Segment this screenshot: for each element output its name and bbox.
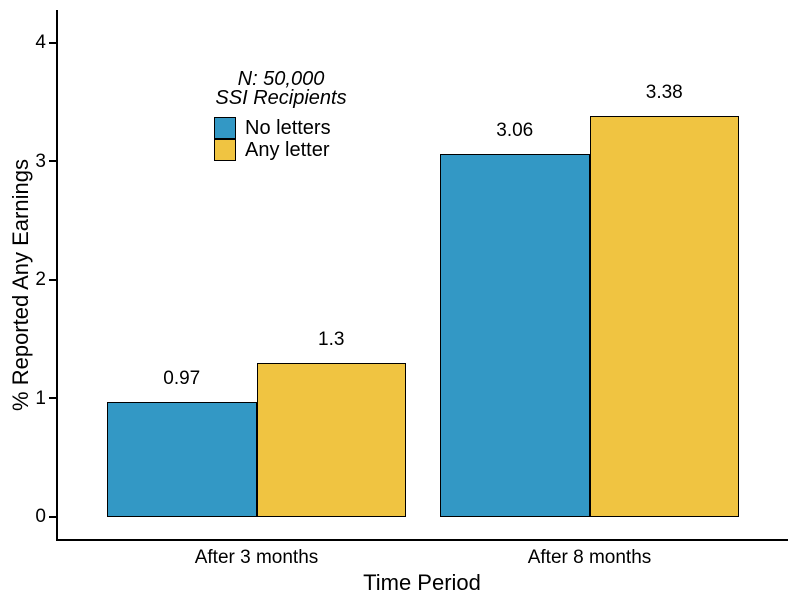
legend-swatch-no-letters	[214, 117, 236, 139]
y-tick-label: 1	[35, 387, 46, 409]
bar-no-letters-1	[107, 401, 257, 518]
y-tick-mark	[49, 278, 56, 281]
y-tick-label: 0	[35, 506, 46, 527]
bar-no-letters-2	[440, 154, 590, 518]
legend-entry-any-letter: Any letter	[214, 139, 366, 161]
legend-label-no-letters: No letters	[245, 117, 331, 139]
legend-title-line-2: SSI Recipients	[215, 87, 347, 109]
legend-swatch-any-letter	[214, 139, 236, 161]
y-tick-label: 2	[35, 269, 46, 291]
bar-value-label: 3.38	[645, 82, 683, 104]
legend-label-any-letter: Any letter	[245, 139, 330, 161]
y-tick-label: 4	[35, 32, 46, 54]
y-tick-mark	[49, 160, 56, 163]
y-tick-mark	[49, 515, 56, 518]
legend: N: 50,000 SSI Recipients No letters Any …	[196, 68, 366, 161]
x-tick-label: After 3 months	[194, 547, 319, 568]
y-tick-mark	[49, 41, 56, 44]
legend-title-line-1: N: 50,000	[237, 68, 325, 90]
x-axis-title: Time Period	[363, 570, 481, 595]
bar-value-label: 3.06	[496, 120, 534, 142]
legend-entry-no-letters: No letters	[214, 117, 366, 139]
y-axis-line	[56, 10, 58, 541]
legend-items: No letters Any letter	[196, 117, 366, 161]
bar-any-letter-2	[589, 116, 739, 518]
y-tick-label: 3	[35, 150, 46, 172]
y-tick-mark	[49, 397, 56, 400]
bar-any-letter-1	[256, 362, 406, 518]
legend-title: N: 50,000 SSI Recipients	[196, 68, 366, 109]
bar-value-label: 0.97	[163, 367, 201, 389]
bar-value-label: 1.3	[318, 328, 345, 350]
x-tick-label: After 8 months	[527, 547, 652, 568]
x-axis-line	[56, 539, 788, 541]
